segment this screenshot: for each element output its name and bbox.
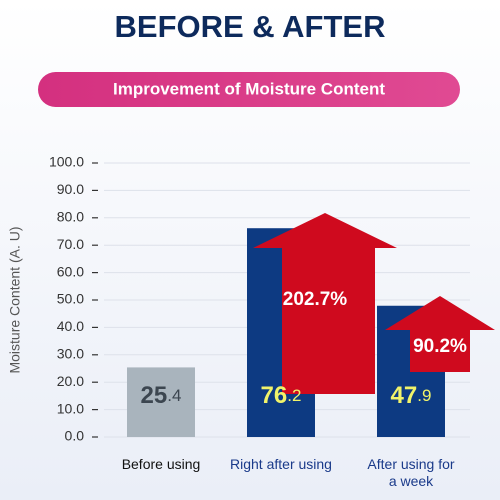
value-label-dec: .2 xyxy=(287,386,301,405)
value-label: 47.9 xyxy=(391,382,432,409)
y-tick-label: 90.0 xyxy=(57,181,84,197)
y-tick-label: 20.0 xyxy=(57,373,84,389)
y-tick-label: 100.0 xyxy=(49,154,84,170)
y-tick-label: 0.0 xyxy=(65,428,85,444)
y-tick-label: 40.0 xyxy=(57,318,84,334)
y-axis-label: Moisture Content (A. U) xyxy=(7,226,23,373)
chart-subtitle: Improvement of Moisture Content xyxy=(113,79,385,98)
x-tick-label: Before using xyxy=(121,456,201,472)
value-label-int: 76 xyxy=(261,382,288,409)
value-label: 76.2 xyxy=(261,382,302,409)
x-tick-label: After using for a week xyxy=(367,456,455,489)
y-tick-label: 80.0 xyxy=(57,209,84,225)
improvement-label: 202.7% xyxy=(283,289,348,310)
x-tick-label: Right after using xyxy=(230,456,332,472)
value-label-int: 47 xyxy=(391,382,418,409)
y-tick-label: 50.0 xyxy=(57,291,84,307)
improvement-label: 90.2% xyxy=(413,336,467,357)
value-label-dec: .4 xyxy=(167,386,181,405)
value-label: 25.4 xyxy=(141,382,182,409)
chart-title: BEFORE & AFTER xyxy=(115,9,386,44)
improvement-arrow xyxy=(253,213,397,394)
y-tick-label: 60.0 xyxy=(57,263,84,279)
y-tick-label: 30.0 xyxy=(57,346,84,362)
value-label-int: 25 xyxy=(141,382,168,409)
value-label-dec: .9 xyxy=(417,386,431,405)
y-tick-label: 10.0 xyxy=(57,400,84,416)
improvement-arrow xyxy=(385,296,495,372)
bar xyxy=(127,367,195,437)
y-tick-label: 70.0 xyxy=(57,236,84,252)
subtitle-pill xyxy=(38,72,460,107)
